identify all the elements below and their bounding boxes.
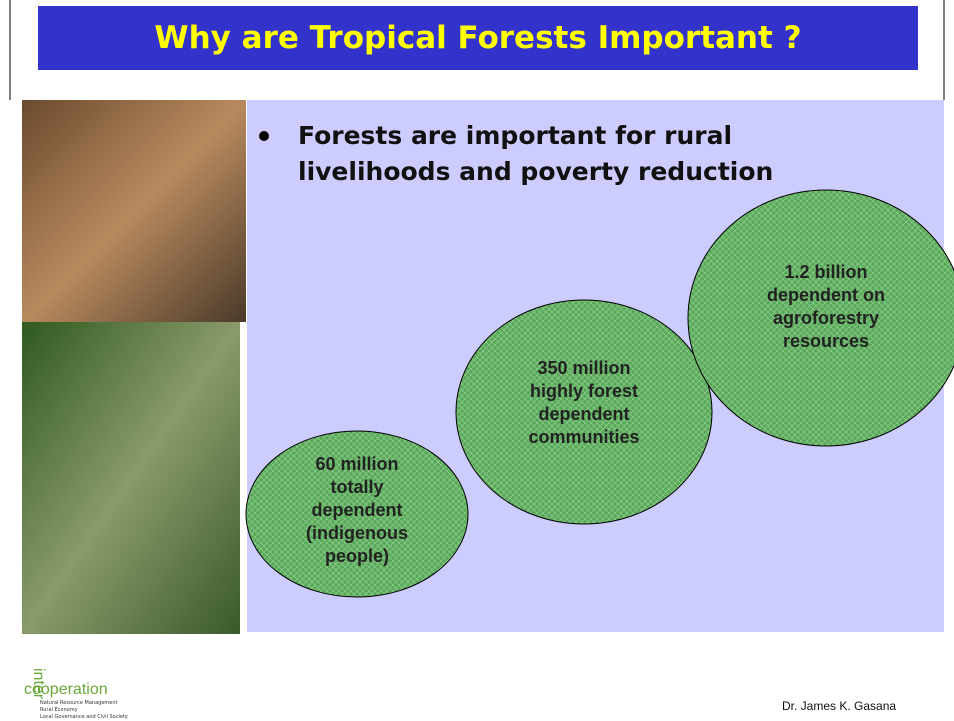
circle-text: agroforestry <box>773 308 879 328</box>
circle-text: resources <box>783 331 869 351</box>
circle-text: dependent on <box>767 285 885 305</box>
logo-line: Rural Economy <box>40 707 78 713</box>
circle-text: 350 million <box>537 358 630 378</box>
circle-text: communities <box>528 427 639 447</box>
bullet-dot <box>259 131 269 141</box>
slide: Why are Tropical Forests Important ? For… <box>0 0 954 721</box>
footer-author: Dr. James K. Gasana <box>782 699 896 713</box>
circle-text: (indigenous <box>306 523 408 543</box>
circle-text: 60 million <box>315 454 398 474</box>
bullet-text: livelihoods and poverty reduction <box>298 157 773 186</box>
logo-name: cooperation <box>24 681 108 698</box>
circle-text: 1.2 billion <box>784 262 867 282</box>
circle-text: totally <box>330 477 383 497</box>
logo-line: Local Governance and Civil Society <box>40 714 128 720</box>
logo-line: Natural Resource Management <box>40 700 118 706</box>
title: Why are Tropical Forests Important ? <box>154 20 801 56</box>
circle-text: dependent <box>311 500 402 520</box>
bullet-text: Forests are important for rural <box>298 121 732 150</box>
photo <box>22 100 246 322</box>
circle-text: dependent <box>538 404 629 424</box>
circle-text: highly forest <box>530 381 638 401</box>
circle-text: people) <box>325 546 389 566</box>
photo <box>22 322 240 634</box>
